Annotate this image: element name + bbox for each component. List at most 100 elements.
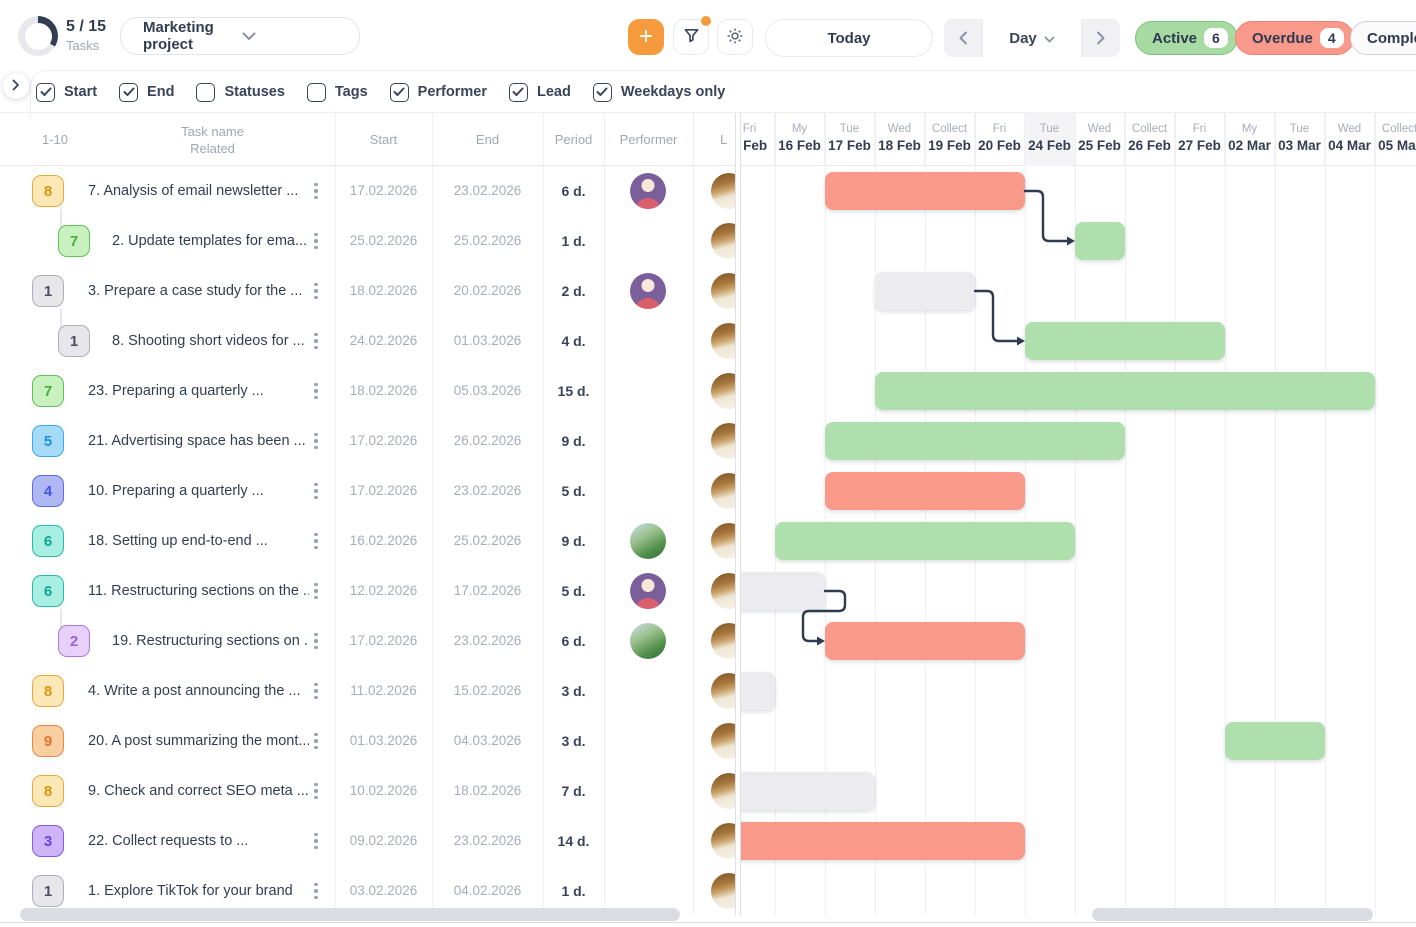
filter-tags[interactable]: Tags xyxy=(306,82,368,102)
task-name[interactable]: 11. Restructuring sections on the ... xyxy=(88,583,309,599)
checkbox-unchecked-icon[interactable] xyxy=(196,82,216,102)
task-bar-done[interactable] xyxy=(741,772,875,810)
project-selector-label: Marketing project xyxy=(143,19,214,53)
task-menu-kebab-icon[interactable] xyxy=(310,380,322,402)
task-name[interactable]: 18. Setting up end-to-end ... xyxy=(88,533,268,549)
task-bar-done[interactable] xyxy=(741,672,775,710)
filter-start[interactable]: Start xyxy=(36,82,97,102)
pill-completed[interactable]: Completed xyxy=(1350,21,1416,55)
task-menu-kebab-icon[interactable] xyxy=(310,880,322,902)
filter-lead[interactable]: Lead xyxy=(508,82,571,102)
pill-overdue[interactable]: Overdue 4 xyxy=(1235,21,1354,55)
checkbox-checked-icon[interactable] xyxy=(592,82,612,102)
task-menu-kebab-icon[interactable] xyxy=(310,280,322,302)
checkbox-unchecked-icon[interactable] xyxy=(306,82,326,102)
column-header-range: 1-10 xyxy=(41,132,69,147)
task-bar-done[interactable] xyxy=(741,572,825,610)
task-period: 6 d. xyxy=(561,633,586,649)
task-start-date: 18.02.2026 xyxy=(349,283,418,298)
lead-avatar xyxy=(711,423,737,459)
tasks-count: 5 / 15 xyxy=(66,18,107,35)
lead-avatar xyxy=(711,623,737,659)
task-name[interactable]: 9. Check and correct SEO meta ... xyxy=(88,783,309,799)
task-bar-overdue[interactable] xyxy=(825,622,1025,660)
filter-weekdays-only[interactable]: Weekdays only xyxy=(592,82,725,102)
lead-avatar xyxy=(711,823,737,859)
task-name[interactable]: 4. Write a post announcing the ... xyxy=(88,683,301,699)
task-name[interactable]: 19. Restructuring sections on ... xyxy=(112,633,309,649)
task-name[interactable]: 8. Shooting short videos for ... xyxy=(112,333,305,349)
task-bar-overdue[interactable] xyxy=(825,472,1025,510)
day-header: Wed 18 Feb xyxy=(875,113,925,166)
task-menu-kebab-icon[interactable] xyxy=(310,480,322,502)
pill-label: Completed xyxy=(1367,29,1416,47)
filter-statuses[interactable]: Statuses xyxy=(196,82,285,102)
task-bar-active[interactable] xyxy=(1225,722,1325,760)
task-menu-kebab-icon[interactable] xyxy=(310,630,322,652)
task-name[interactable]: 22. Collect requests to ... xyxy=(88,833,249,849)
task-bar-active[interactable] xyxy=(825,422,1125,460)
task-menu-kebab-icon[interactable] xyxy=(310,780,322,802)
task-menu-kebab-icon[interactable] xyxy=(310,830,322,852)
task-bar-active[interactable] xyxy=(775,522,1075,560)
task-name[interactable]: 20. A post summarizing the mont... xyxy=(88,733,309,749)
timescale-select[interactable]: Day xyxy=(982,19,1082,57)
task-end-date: 18.02.2026 xyxy=(453,783,522,798)
task-menu-kebab-icon[interactable] xyxy=(310,430,322,452)
add-task-button[interactable]: + xyxy=(628,19,664,55)
task-menu-kebab-icon[interactable] xyxy=(310,530,322,552)
collapse-panel-button[interactable] xyxy=(3,73,29,99)
settings-button[interactable] xyxy=(717,19,753,55)
lead-avatar xyxy=(711,473,737,509)
checkbox-checked-icon[interactable] xyxy=(508,82,528,102)
task-menu-kebab-icon[interactable] xyxy=(310,180,322,202)
day-date-label: 03 Mar xyxy=(1278,138,1321,153)
table-row: 1 1. Explore TikTok for your brand 03.02.2… xyxy=(0,866,737,916)
project-selector[interactable]: Marketing project xyxy=(120,17,360,55)
table-hscrollbar-thumb[interactable] xyxy=(20,908,680,921)
prev-period-button[interactable] xyxy=(944,19,982,57)
task-bar-overdue[interactable] xyxy=(741,822,1025,860)
task-bar-active[interactable] xyxy=(1025,322,1225,360)
pill-active[interactable]: Active 6 xyxy=(1135,21,1238,55)
checkbox-checked-icon[interactable] xyxy=(36,82,55,102)
lead-avatar xyxy=(711,373,737,409)
filter-performer[interactable]: Performer xyxy=(389,82,487,102)
filter-end[interactable]: End xyxy=(119,82,174,102)
today-button[interactable]: Today xyxy=(765,19,933,57)
lead-avatar xyxy=(711,573,737,609)
task-menu-kebab-icon[interactable] xyxy=(310,580,322,602)
day-header: Wed 25 Feb xyxy=(1075,113,1125,166)
task-menu-kebab-icon[interactable] xyxy=(310,680,322,702)
chevron-down-icon xyxy=(1044,30,1055,47)
task-name[interactable]: 2. Update templates for ema... xyxy=(112,233,308,249)
task-bar-active[interactable] xyxy=(875,372,1375,410)
task-name[interactable]: 7. Analysis of email newsletter ... xyxy=(88,183,299,199)
task-name[interactable]: 23. Preparing a quarterly ... xyxy=(88,383,264,399)
checkbox-checked-icon[interactable] xyxy=(389,82,409,102)
task-end-date: 23.02.2026 xyxy=(453,483,522,498)
task-name[interactable]: 10. Preparing a quarterly ... xyxy=(88,483,264,499)
task-menu-kebab-icon[interactable] xyxy=(310,730,322,752)
task-name[interactable]: 21. Advertising space has been ... xyxy=(88,433,306,449)
task-rows: 8 7. Analysis of email newsletter ... 17.0… xyxy=(0,166,737,916)
gantt-hscrollbar-thumb[interactable] xyxy=(1092,908,1373,921)
task-name[interactable]: 3. Prepare a case study for the ... xyxy=(88,283,303,299)
wbs-badge: 4 xyxy=(32,475,64,507)
task-bar-active[interactable] xyxy=(1075,222,1125,260)
task-menu-kebab-icon[interactable] xyxy=(310,230,322,252)
main-area: 1-10 Task name Related Start End Period … xyxy=(0,112,1416,916)
task-bar-overdue[interactable] xyxy=(825,172,1025,210)
task-name[interactable]: 1. Explore TikTok for your brand xyxy=(88,883,293,899)
filter-button[interactable] xyxy=(673,16,711,55)
panel-splitter[interactable] xyxy=(735,113,741,916)
performer-avatar xyxy=(630,273,666,309)
wbs-badge: 2 xyxy=(58,625,90,657)
task-bar-done[interactable] xyxy=(875,272,975,310)
column-divider xyxy=(604,113,605,916)
task-menu-kebab-icon[interactable] xyxy=(310,330,322,352)
next-period-button[interactable] xyxy=(1082,19,1120,57)
checkbox-checked-icon[interactable] xyxy=(119,82,139,102)
task-end-date: 04.02.2026 xyxy=(453,883,522,898)
task-end-date: 23.02.2026 xyxy=(453,833,522,848)
